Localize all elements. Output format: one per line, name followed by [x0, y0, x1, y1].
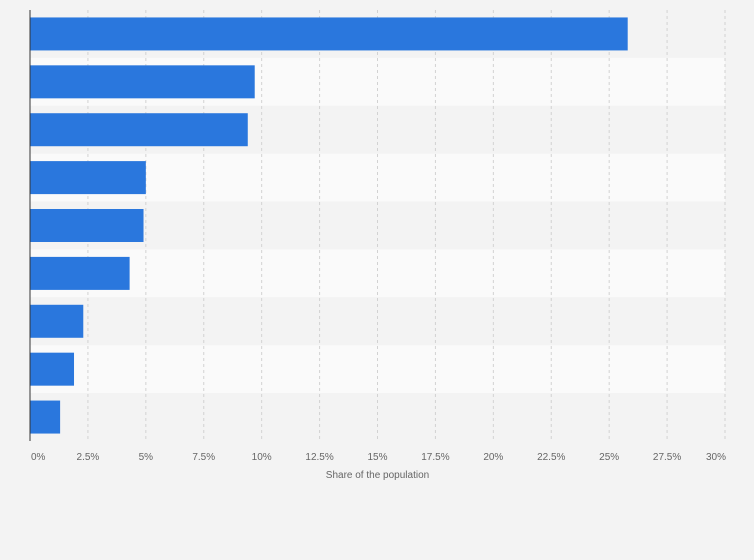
bar-4[interactable] — [30, 161, 146, 195]
bar-6[interactable] — [30, 256, 130, 290]
bar-9[interactable] — [30, 400, 61, 434]
bar-8[interactable] — [30, 352, 75, 386]
bar-7[interactable] — [30, 304, 84, 338]
x-tick-label: 0% — [31, 452, 46, 463]
bar-5[interactable] — [30, 209, 144, 242]
x-tick-label: 25% — [599, 452, 619, 463]
x-tick-labels: 0% 2.5% 5% 7.5% 10% 12.5% 15% 17.5% 20% 22.5% 25% 2… — [31, 452, 726, 463]
x-tick-label: 2.5% — [77, 452, 100, 463]
bar-3[interactable] — [30, 113, 248, 147]
x-axis-title: Share of the population — [326, 470, 429, 481]
x-tick-label: 7.5% — [192, 452, 215, 463]
x-tick-label: 10% — [252, 452, 272, 463]
x-tick-label: 20% — [483, 452, 503, 463]
x-tick-label: 15% — [367, 452, 387, 463]
x-tick-label: 12.5% — [305, 452, 333, 463]
x-tick-label: 5% — [139, 452, 154, 463]
x-tick-label: 17.5% — [421, 452, 449, 463]
bar-1[interactable] — [30, 17, 628, 51]
x-tick-label: 30% — [706, 452, 726, 463]
bars — [30, 17, 628, 434]
x-tick-label: 27.5% — [653, 452, 681, 463]
bar-2[interactable] — [30, 65, 255, 99]
x-tick-label: 22.5% — [537, 452, 565, 463]
